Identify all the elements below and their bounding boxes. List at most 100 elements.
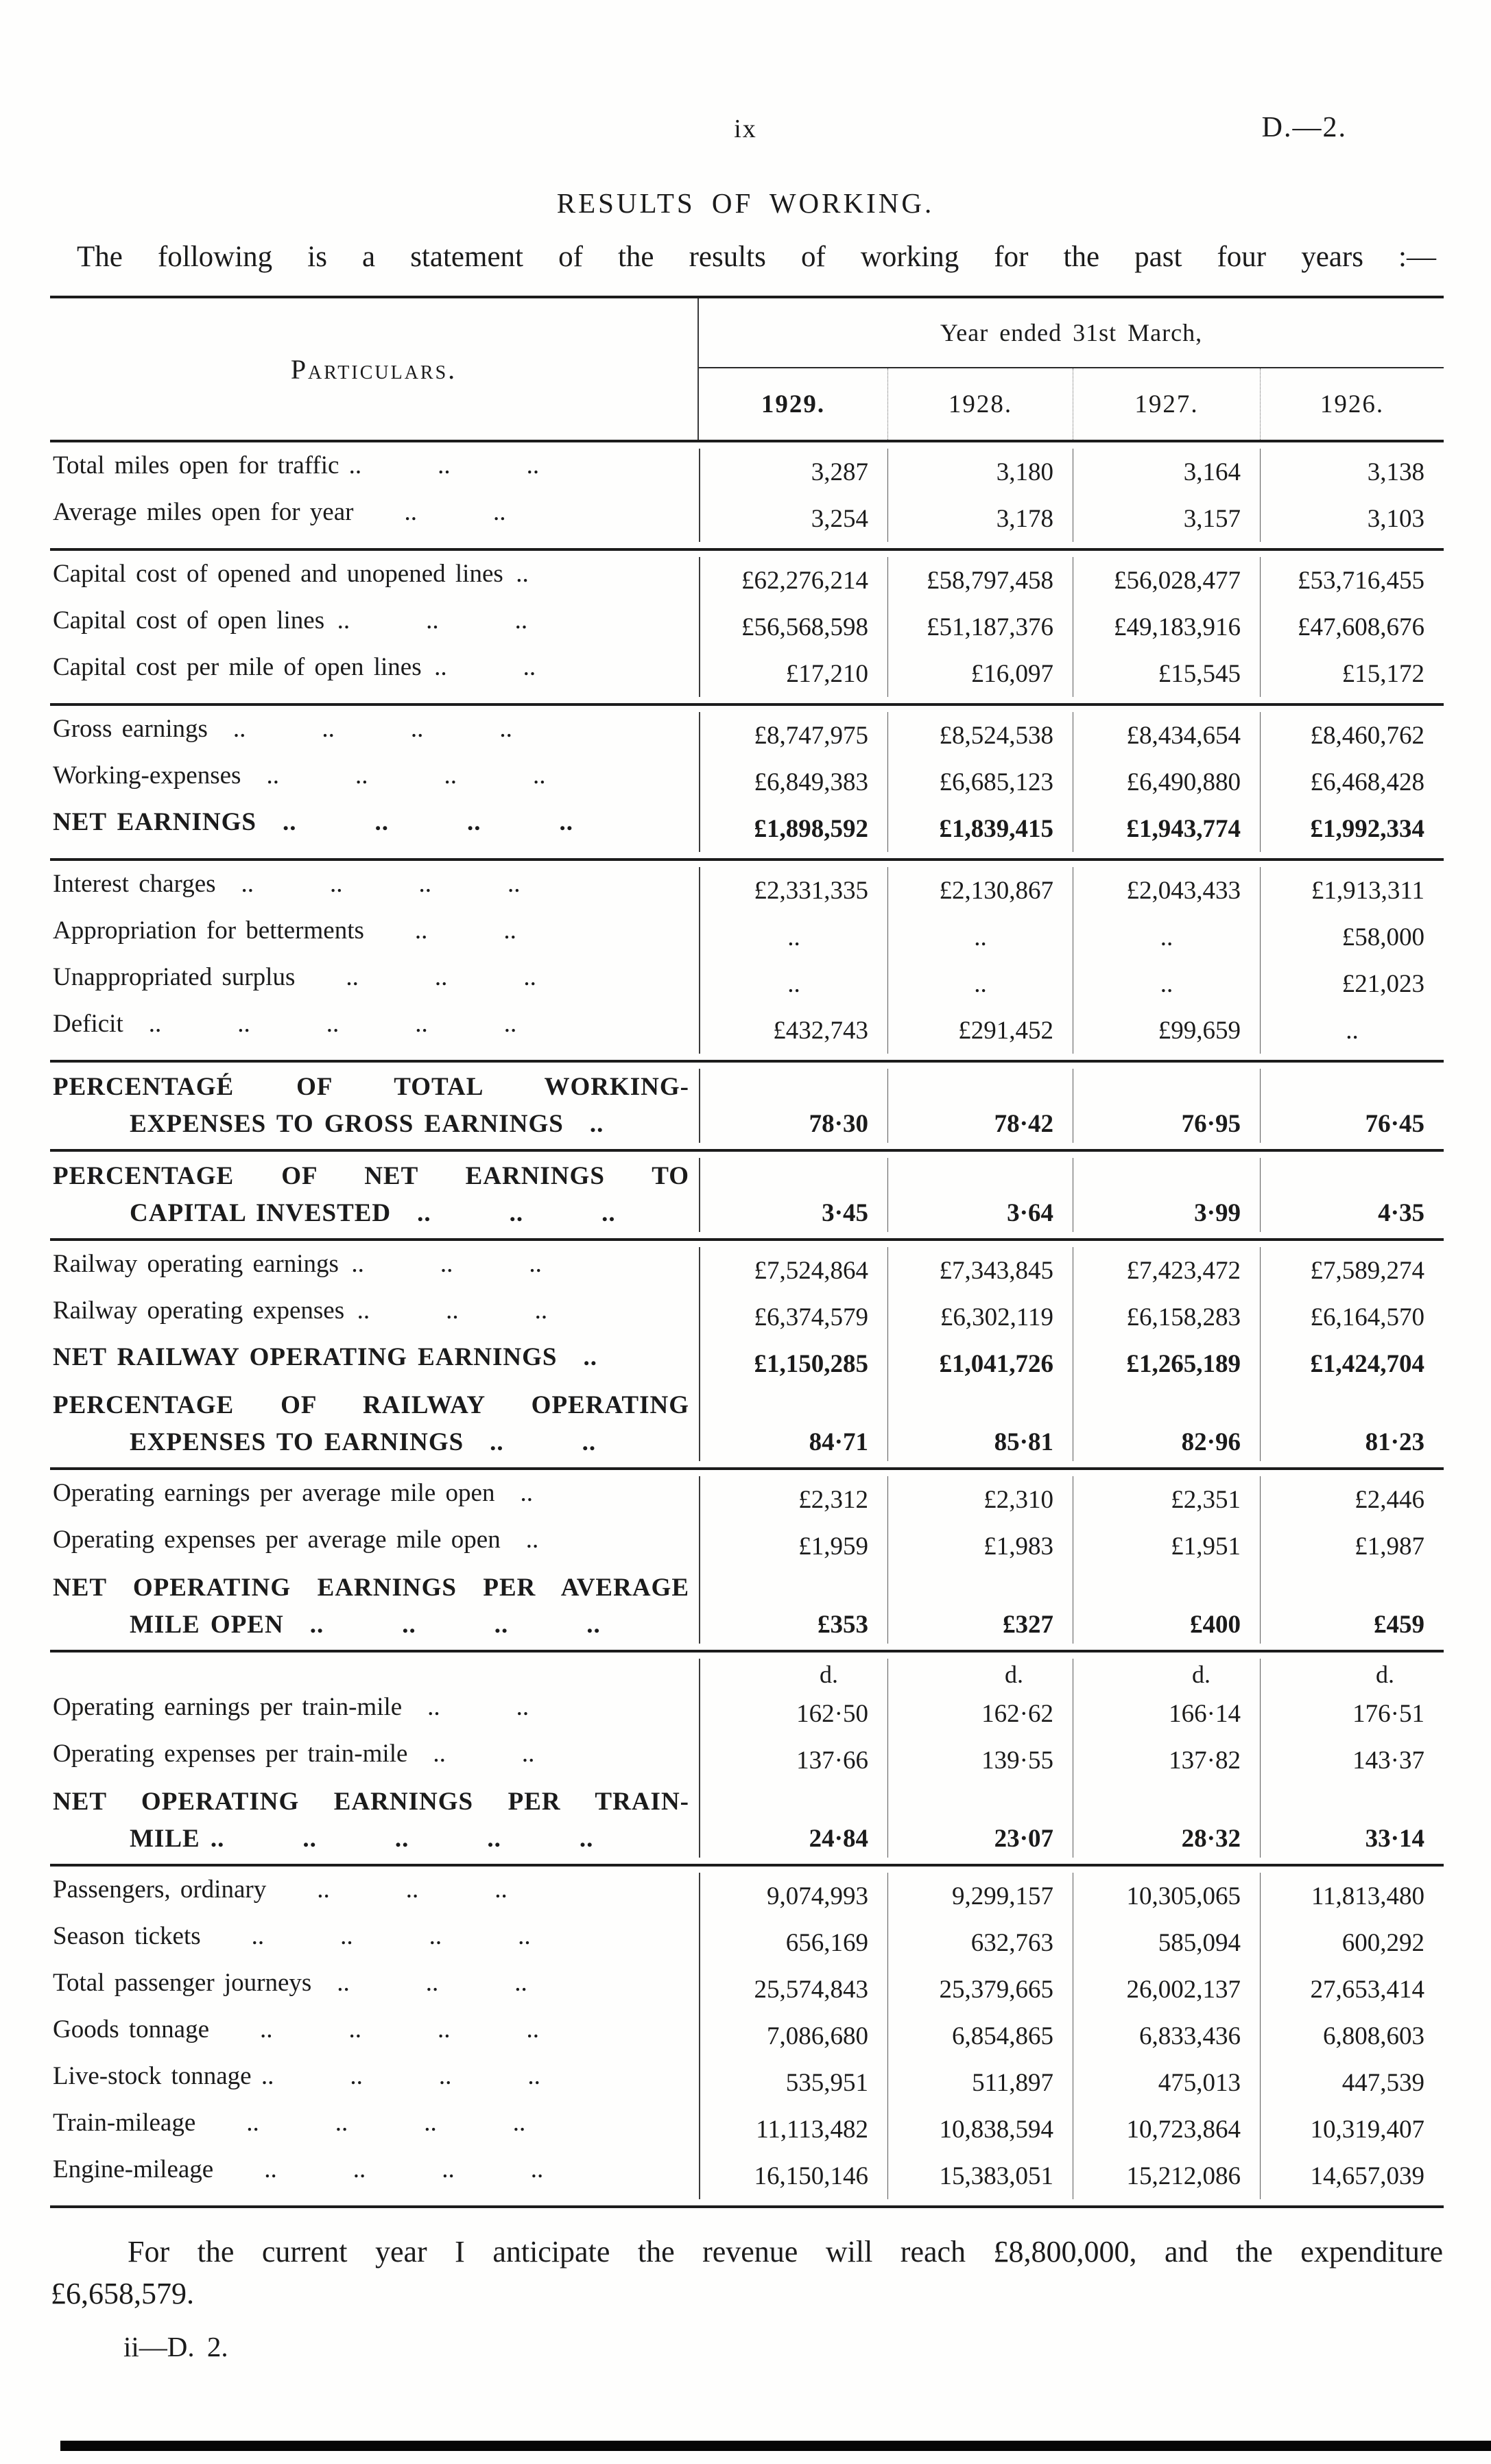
row-value: 25,379,665 <box>887 1966 1073 2013</box>
row-value: 3,287 <box>699 449 887 495</box>
row-label: Engine-mileage .. .. .. .. <box>53 2155 544 2183</box>
row-value: 176·51 <box>1260 1690 1444 1737</box>
table-group: Total miles open for traffic .. .. .. 3,2… <box>50 442 1444 551</box>
table-row: PERCENTAGE OF RAILWAY OPERATING EXPENSES … <box>50 1387 1444 1461</box>
row-value: 447,539 <box>1260 2059 1444 2106</box>
row-value: 76·45 <box>1260 1069 1444 1143</box>
year-span-header: Year ended 31st March, 1929. 1928. 1927.… <box>699 298 1444 440</box>
row-value: £53,716,455 <box>1260 557 1444 604</box>
table-row: PERCENTAGE OF NET EARNINGS TO CAPITAL INV… <box>50 1158 1444 1232</box>
row-label: Total miles open for traffic .. .. .. <box>53 451 540 479</box>
row-value: £1,913,311 <box>1260 867 1444 914</box>
year-header-1927: 1927. <box>1073 368 1260 440</box>
row-value: £16,097 <box>887 650 1073 697</box>
row-value: £99,659 <box>1073 1007 1260 1054</box>
row-value: £2,331,335 <box>699 867 887 914</box>
row-label: Working-expenses .. .. .. .. <box>53 761 546 790</box>
row-value: £8,460,762 <box>1260 712 1444 759</box>
row-value: £1,839,415 <box>887 805 1073 852</box>
particulars-header: Particulars. <box>50 298 699 440</box>
row-value: £1,959 <box>699 1523 887 1569</box>
table-group: Gross earnings .. .. .. .. £8,747,975 £8,5… <box>50 706 1444 861</box>
row-value: 15,212,086 <box>1073 2153 1260 2199</box>
row-value: £15,545 <box>1073 650 1260 697</box>
row-value: 3,254 <box>699 495 887 542</box>
table-row: Train-mileage .. .. .. .. 11,113,482 10,83… <box>50 2106 1444 2153</box>
row-label: PERCENTAGE OF RAILWAY OPERATING EXPENSES … <box>53 1391 689 1456</box>
row-value: £6,849,383 <box>699 759 887 805</box>
row-value: £7,423,472 <box>1073 1247 1260 1294</box>
masthead: ix D.—2. <box>0 112 1491 152</box>
row-value: £1,983 <box>887 1523 1073 1569</box>
table-group: Passengers, ordinary .. .. .. 9,074,993 9,… <box>50 1867 1444 2205</box>
footer-paragraph: For the current year I anticipate the re… <box>51 2234 1443 2311</box>
row-value: 11,813,480 <box>1260 1873 1444 1919</box>
table-row: Interest charges .. .. .. .. £2,331,335 £2… <box>50 867 1444 914</box>
table-row: Total miles open for traffic .. .. .. 3,2… <box>50 449 1444 495</box>
top-margin <box>0 0 1491 114</box>
row-label: Capital cost of open lines .. .. .. <box>53 606 528 635</box>
row-value: £1,265,189 <box>1073 1340 1260 1387</box>
row-label: PERCENTAGÉ OF TOTAL WORKING- EXPENSES TO… <box>53 1073 689 1138</box>
row-value: 3,103 <box>1260 495 1444 542</box>
row-value: .. <box>1073 960 1260 1007</box>
row-value: £6,374,579 <box>699 1294 887 1340</box>
row-value: 6,833,436 <box>1073 2013 1260 2059</box>
row-value: £6,164,570 <box>1260 1294 1444 1340</box>
row-value: 10,838,594 <box>887 2106 1073 2153</box>
row-value: £2,130,867 <box>887 867 1073 914</box>
row-value: 76·95 <box>1073 1069 1260 1143</box>
row-label: Operating earnings per average mile open… <box>53 1479 533 1507</box>
row-value: d. <box>887 1659 1073 1690</box>
row-value: £432,743 <box>699 1007 887 1054</box>
row-value: 3,178 <box>887 495 1073 542</box>
row-value: 3,164 <box>1073 449 1260 495</box>
row-value: 3·64 <box>887 1158 1073 1232</box>
row-value: £2,043,433 <box>1073 867 1260 914</box>
row-value: £1,424,704 <box>1260 1340 1444 1387</box>
row-value: 600,292 <box>1260 1919 1444 1966</box>
row-value: .. <box>1073 914 1260 960</box>
row-value: 475,013 <box>1073 2059 1260 2106</box>
row-value: 535,951 <box>699 2059 887 2106</box>
table-row: Goods tonnage .. .. .. .. 7,086,680 6,854,… <box>50 2013 1444 2059</box>
table-row: Season tickets .. .. .. .. 656,169 632,763… <box>50 1919 1444 1966</box>
table-row: Railway operating earnings .. .. .. £7,52… <box>50 1247 1444 1294</box>
row-value: £459 <box>1260 1569 1444 1644</box>
table-row: Passengers, ordinary .. .. .. 9,074,993 9,… <box>50 1873 1444 1919</box>
table-row: Appropriation for betterments .. .......… <box>50 914 1444 960</box>
row-label: NET OPERATING EARNINGS PER AVERAGE MILE O… <box>53 1574 689 1639</box>
row-value: £2,446 <box>1260 1476 1444 1523</box>
row-value: £56,568,598 <box>699 604 887 650</box>
row-value: 78·42 <box>887 1069 1073 1143</box>
table-row: Gross earnings .. .. .. .. £8,747,975 £8,5… <box>50 712 1444 759</box>
doc-reference: D.—2. <box>1261 112 1347 143</box>
row-value: £353 <box>699 1569 887 1644</box>
row-value: £17,210 <box>699 650 887 697</box>
row-value: £7,343,845 <box>887 1247 1073 1294</box>
table-row: Working-expenses .. .. .. .. £6,849,383 £6… <box>50 759 1444 805</box>
table-row: Total passenger journeys .. .. .. 25,574,… <box>50 1966 1444 2013</box>
table-group: Capital cost of opened and unopened line… <box>50 551 1444 706</box>
table-row: Capital cost of open lines .. .. .. £56,5… <box>50 604 1444 650</box>
row-label: Railway operating expenses .. .. .. <box>53 1296 548 1325</box>
row-value: 656,169 <box>699 1919 887 1966</box>
row-value: £49,183,916 <box>1073 604 1260 650</box>
row-label: Deficit .. .. .. .. .. <box>53 1010 517 1038</box>
row-value: 78·30 <box>699 1069 887 1143</box>
row-value: 3,180 <box>887 449 1073 495</box>
row-value: 27,653,414 <box>1260 1966 1444 2013</box>
row-value: £2,312 <box>699 1476 887 1523</box>
row-value: £291,452 <box>887 1007 1073 1054</box>
scan-edge-bar <box>60 2441 1491 2451</box>
row-value: 24·84 <box>699 1784 887 1858</box>
year-header-1928: 1928. <box>887 368 1073 440</box>
row-value: 82·96 <box>1073 1387 1260 1461</box>
row-value: £1,951 <box>1073 1523 1260 1569</box>
row-value: 14,657,039 <box>1260 2153 1444 2199</box>
row-label: Train-mileage .. .. .. .. <box>53 2109 526 2137</box>
row-value: £56,028,477 <box>1073 557 1260 604</box>
row-value: 3,138 <box>1260 449 1444 495</box>
row-value: 33·14 <box>1260 1784 1444 1858</box>
row-value: 585,094 <box>1073 1919 1260 1966</box>
